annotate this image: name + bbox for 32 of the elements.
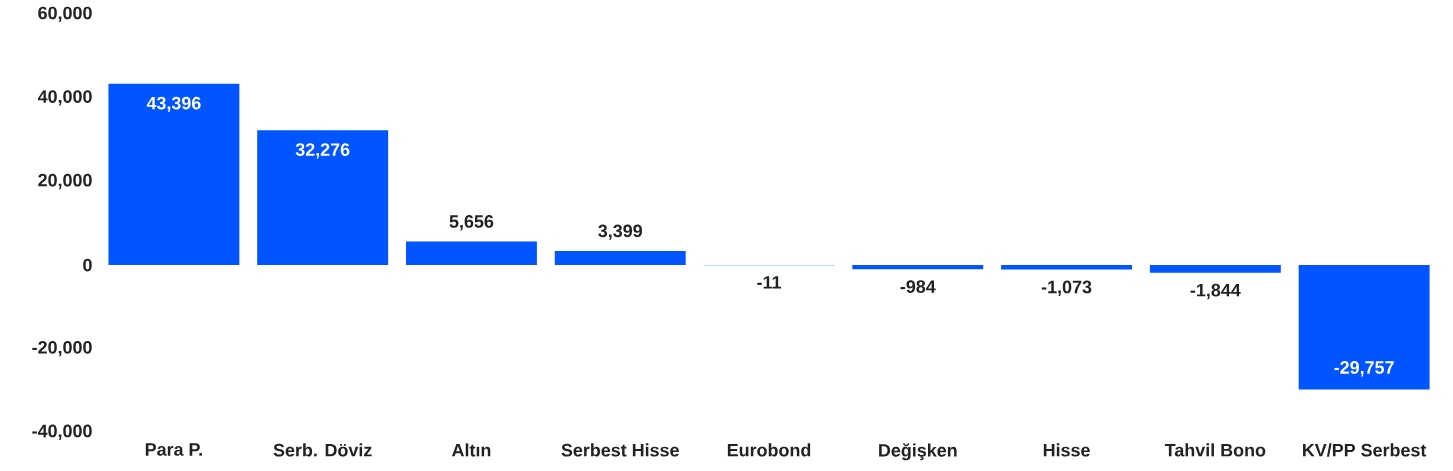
data-label: -1,844 [1190,283,1241,299]
data-label: -11 [757,276,781,289]
data-label: -29,757 [1334,360,1394,377]
x-tick-label: Hisse [1043,443,1090,457]
data-label: 3,399 [598,224,643,240]
y-tick-label: 20,000 [38,173,92,189]
data-label: 43,396 [146,96,201,112]
x-tick-label: Eurobond [727,443,811,457]
x-tick-label: KV/PP Serbest [1303,443,1427,457]
y-tick-label: 0 [83,258,92,272]
bar [852,264,984,270]
x-tick-label: Altın [451,443,491,457]
data-label: 5,656 [449,214,494,231]
y-tick-label: 40,000 [37,90,92,106]
data-label: -1,073 [1041,280,1092,296]
data-label: -984 [900,280,936,293]
x-tick-label: Serb. Döviz [273,443,372,457]
y-tick-label: -40,000 [32,424,92,440]
y-tick-label: -20,000 [32,340,92,357]
x-tick-label: Serbest Hisse [561,443,679,457]
x-tick-label: Para P. [145,443,202,456]
bar [1001,264,1133,270]
bar [1298,264,1430,390]
y-tick-label: 60,000 [38,6,92,22]
bar [405,241,537,265]
x-tick-label: Tahvil Bono [1164,443,1266,457]
bar [257,130,389,265]
data-label: 32,276 [295,143,350,159]
x-tick-label: Değişken [879,443,957,461]
bar [554,250,686,265]
bar [108,83,240,265]
bar [1149,264,1281,273]
